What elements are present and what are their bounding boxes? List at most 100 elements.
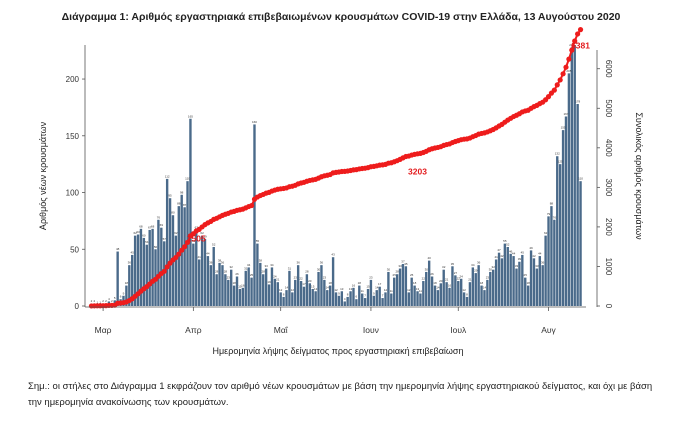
bar-value-label: 33 bbox=[515, 264, 519, 268]
bar-value-label: 31 bbox=[244, 266, 248, 270]
bar-value-label: 26 bbox=[235, 272, 239, 276]
cumulative-point bbox=[575, 31, 581, 37]
bar-value-label: 30 bbox=[425, 267, 429, 271]
x-tick-label: Απρ bbox=[185, 325, 202, 335]
bar-value-label: 2 bbox=[105, 299, 107, 303]
bar-value-label: 16 bbox=[241, 283, 245, 287]
bar-value-label: 52 bbox=[212, 242, 216, 246]
daily-bar bbox=[276, 282, 279, 306]
daily-bar bbox=[337, 295, 341, 306]
right-y-tick-label: 1000 bbox=[604, 258, 613, 276]
cumulative-point bbox=[164, 264, 170, 270]
bar-value-label: 9 bbox=[123, 291, 125, 295]
left-y-tick-label: 50 bbox=[70, 245, 79, 254]
right-y-axis-title: Συνολικός αριθμός κρουσμάτων bbox=[634, 112, 644, 240]
bar-value-label: 34 bbox=[270, 263, 274, 267]
daily-bar bbox=[264, 268, 268, 306]
bar-value-label: 37 bbox=[401, 260, 405, 264]
cumulative-point bbox=[545, 94, 552, 100]
daily-bar bbox=[148, 229, 151, 306]
daily-bar bbox=[416, 291, 419, 306]
bar-value-label: 132 bbox=[555, 152, 560, 156]
bar-value-label: 52 bbox=[506, 242, 510, 246]
bar-value-label: 35 bbox=[404, 262, 408, 266]
daily-bar bbox=[131, 254, 134, 306]
daily-bar bbox=[439, 283, 442, 306]
daily-bar bbox=[544, 235, 547, 306]
bar-value-label: 62 bbox=[544, 231, 548, 235]
right-y-tick-label: 4000 bbox=[604, 139, 613, 157]
cumulative-point bbox=[569, 47, 575, 53]
bar-value-label: 47 bbox=[497, 248, 501, 252]
bar-value-label: 50 bbox=[154, 245, 158, 249]
daily-bar bbox=[512, 256, 515, 306]
daily-bar bbox=[294, 279, 297, 306]
bar-value-label: 36 bbox=[209, 261, 213, 265]
daily-bar bbox=[410, 277, 413, 306]
daily-bar bbox=[474, 273, 477, 306]
bar-value-label: 48 bbox=[116, 247, 120, 251]
left-y-tick-label: 150 bbox=[66, 132, 80, 141]
bar-value-label: 36 bbox=[541, 261, 545, 265]
bar-value-label: 13 bbox=[340, 287, 344, 291]
bar-value-label: 36 bbox=[221, 261, 225, 265]
bar-value-label: 87 bbox=[183, 203, 187, 207]
daily-bar bbox=[195, 229, 198, 306]
daily-bar bbox=[524, 277, 527, 306]
daily-bar bbox=[343, 301, 346, 306]
bar-value-label: 11 bbox=[361, 289, 364, 293]
bar-value-label: 57 bbox=[163, 237, 167, 241]
bar-value-label: 28 bbox=[395, 270, 399, 274]
daily-bar bbox=[168, 198, 172, 306]
daily-bar bbox=[308, 283, 311, 306]
bar-value-label: 28 bbox=[224, 270, 228, 274]
daily-bar bbox=[401, 264, 405, 306]
cumulative-point bbox=[577, 27, 584, 33]
daily-bar bbox=[425, 271, 428, 306]
daily-bar bbox=[328, 285, 332, 306]
daily-bar bbox=[183, 207, 186, 306]
daily-bar bbox=[480, 285, 483, 306]
daily-bar bbox=[465, 296, 469, 306]
footnote: Σημ.: οι στήλες στο Διάγραμμα 1 εκφράζου… bbox=[28, 381, 653, 408]
daily-bar bbox=[244, 270, 247, 306]
bar-value-label: 67 bbox=[195, 225, 199, 229]
bar-value-label: 88 bbox=[177, 202, 181, 206]
left-y-axis-title: Αριθμός νέων κρουσμάτων bbox=[38, 121, 48, 230]
daily-bar bbox=[390, 293, 393, 306]
daily-bar bbox=[471, 267, 475, 306]
daily-bar bbox=[521, 254, 524, 306]
cumulative-point bbox=[557, 77, 563, 83]
cumulative-line bbox=[88, 27, 584, 309]
daily-bar bbox=[366, 288, 370, 306]
daily-bar bbox=[553, 219, 556, 306]
bar-value-label: 11 bbox=[390, 289, 393, 293]
bar-value-label: 88 bbox=[550, 202, 554, 206]
daily-bar bbox=[314, 291, 317, 306]
daily-bar bbox=[323, 279, 326, 306]
daily-bar bbox=[241, 287, 245, 306]
daily-bar bbox=[206, 256, 210, 306]
bar-value-label: 76 bbox=[157, 215, 161, 219]
daily-bar bbox=[230, 269, 233, 306]
x-tick-label: Αυγ bbox=[541, 325, 556, 335]
bar-value-label: 41 bbox=[197, 255, 201, 259]
bar-value-label: 46 bbox=[509, 249, 513, 253]
daily-bar bbox=[116, 251, 119, 306]
bar-value-label: 2 bbox=[111, 299, 113, 303]
daily-bar bbox=[448, 287, 451, 306]
daily-bar bbox=[250, 277, 253, 306]
daily-bar bbox=[468, 282, 472, 306]
bar-value-label: 16 bbox=[448, 283, 452, 287]
cumulative-point bbox=[566, 56, 572, 62]
bar-value-label: 12 bbox=[462, 288, 466, 292]
bar-value-label: 62 bbox=[133, 231, 137, 235]
daily-bar bbox=[189, 118, 192, 306]
daily-bar bbox=[165, 178, 169, 306]
daily-bar bbox=[492, 269, 495, 306]
daily-bar bbox=[419, 293, 422, 306]
bar-value-label: 11 bbox=[419, 289, 422, 293]
daily-bar bbox=[556, 156, 559, 306]
bar-value-label: 110 bbox=[185, 177, 190, 181]
